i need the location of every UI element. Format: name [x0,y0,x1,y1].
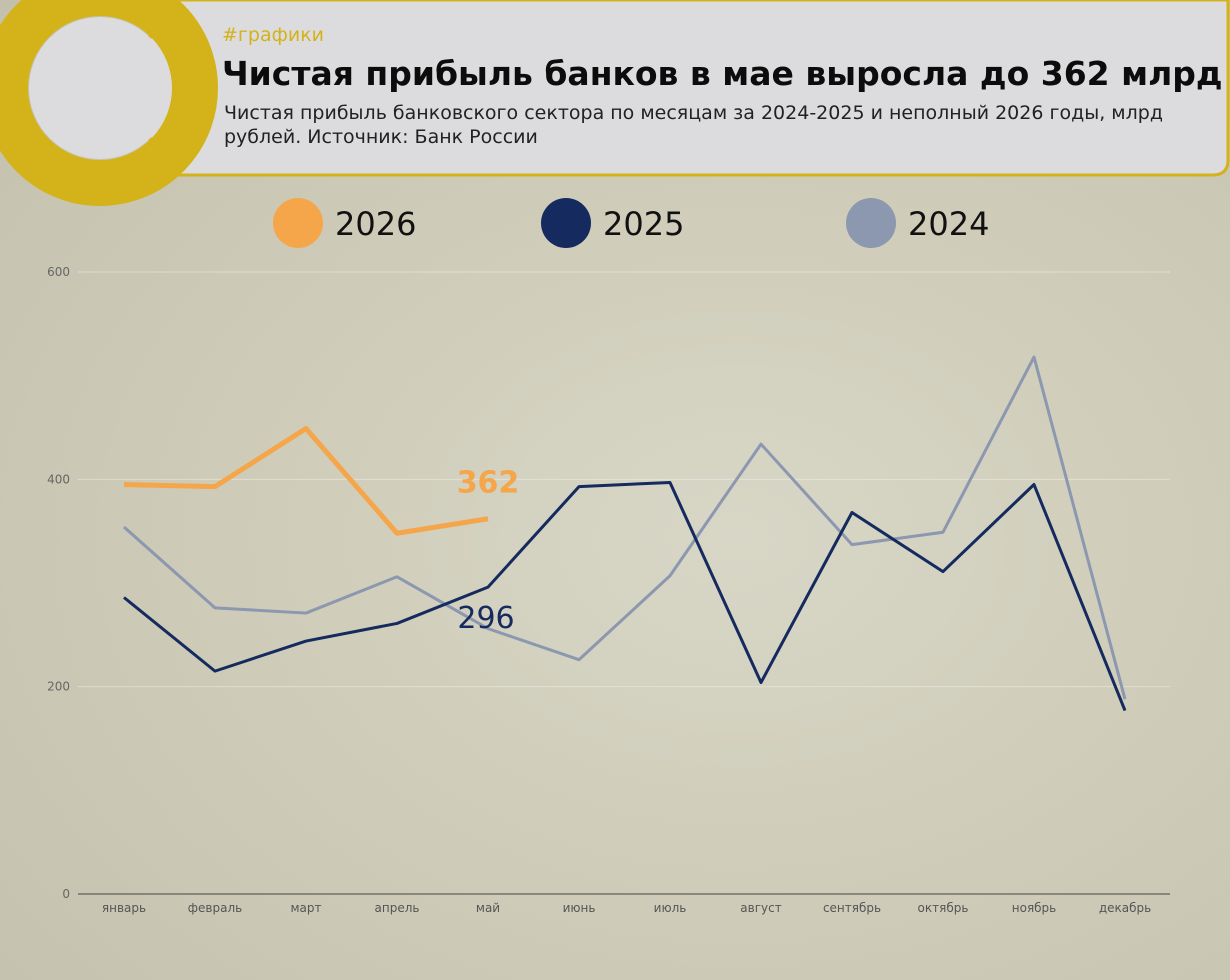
x-tick-label: июнь [563,901,596,915]
x-tick-label: февраль [188,901,242,915]
y-tick-label: 0 [62,887,70,901]
x-tick-label: июль [654,901,687,915]
legend-label: 2024 [908,205,989,243]
value-label: 362 [457,466,520,501]
x-tick-label: август [740,901,781,915]
x-tick-label: ноябрь [1012,901,1057,915]
series-line [123,480,1127,712]
x-tick-label: май [476,901,500,915]
y-tick-label: 200 [47,680,70,694]
legend-label: 2026 [335,205,416,243]
legend-label: 2025 [603,205,684,243]
value-label: 296 [457,601,514,636]
header-box [148,0,1230,177]
series-line [123,355,1127,700]
legend-swatch [846,198,896,248]
x-tick-label: октябрь [918,901,969,915]
x-tick-label: апрель [375,901,420,915]
header-ring [0,0,218,206]
series-line [123,426,489,536]
chart-subtitle: Чистая прибыль банковского сектора по ме… [224,102,1163,148]
legend-swatch [273,198,323,248]
x-tick-label: декабрь [1099,901,1151,915]
chart-title: Чистая прибыль банков в мае выросла до 3… [222,54,1223,93]
legend-swatch [541,198,591,248]
y-tick-label: 600 [47,265,70,279]
y-tick-label: 400 [47,472,70,486]
x-tick-label: январь [102,901,146,915]
x-tick-label: март [290,901,321,915]
header-ring-inner [29,17,171,159]
x-tick-label: сентябрь [823,901,881,915]
tag: #графики [222,24,325,46]
